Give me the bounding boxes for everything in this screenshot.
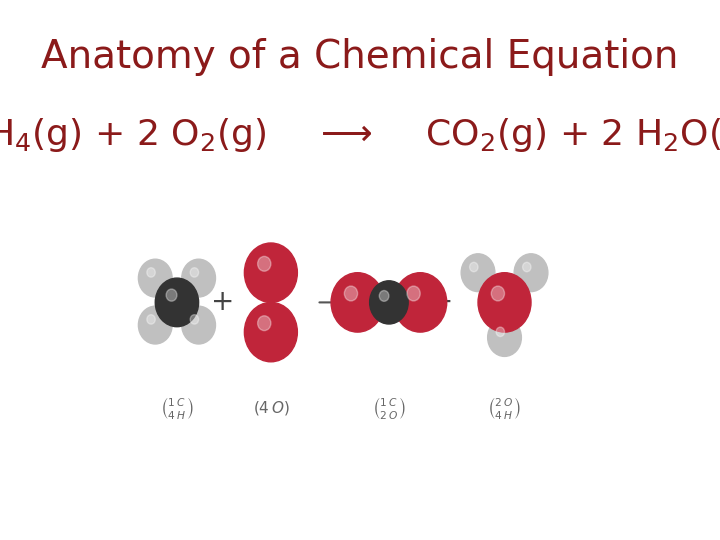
Circle shape bbox=[244, 302, 297, 362]
Circle shape bbox=[523, 262, 531, 272]
Circle shape bbox=[514, 254, 548, 292]
Circle shape bbox=[469, 262, 478, 272]
Circle shape bbox=[138, 259, 172, 297]
Text: CH$_4$(g) + 2 O$_2$(g)    $\longrightarrow$    CO$_2$(g) + 2 H$_2$O(g): CH$_4$(g) + 2 O$_2$(g) $\longrightarrow$… bbox=[0, 116, 720, 154]
Text: $\binom{1\,C}{4\,H}$: $\binom{1\,C}{4\,H}$ bbox=[160, 395, 194, 421]
Circle shape bbox=[258, 256, 271, 271]
Text: $\binom{1\,C}{2\,O}$: $\binom{1\,C}{2\,O}$ bbox=[372, 395, 406, 421]
Circle shape bbox=[156, 278, 199, 327]
Circle shape bbox=[331, 273, 384, 332]
Text: Anatomy of a Chemical Equation: Anatomy of a Chemical Equation bbox=[41, 38, 679, 76]
Circle shape bbox=[369, 281, 408, 324]
Circle shape bbox=[244, 243, 297, 302]
Text: +: + bbox=[431, 288, 454, 316]
Circle shape bbox=[496, 327, 505, 336]
Text: +: + bbox=[211, 288, 235, 316]
Circle shape bbox=[181, 306, 215, 344]
Circle shape bbox=[478, 273, 531, 332]
Circle shape bbox=[394, 273, 446, 332]
Circle shape bbox=[190, 315, 199, 324]
Circle shape bbox=[138, 306, 172, 344]
Circle shape bbox=[487, 319, 521, 356]
Circle shape bbox=[491, 286, 505, 301]
Circle shape bbox=[344, 286, 358, 301]
Circle shape bbox=[379, 291, 389, 301]
Circle shape bbox=[190, 268, 199, 277]
Circle shape bbox=[462, 254, 495, 292]
Circle shape bbox=[166, 289, 177, 301]
Circle shape bbox=[181, 259, 215, 297]
Circle shape bbox=[407, 286, 420, 301]
Circle shape bbox=[147, 268, 156, 277]
Text: $(4\,O)$: $(4\,O)$ bbox=[253, 399, 289, 417]
Circle shape bbox=[147, 315, 156, 324]
Text: $\binom{2\,O}{4\,H}$: $\binom{2\,O}{4\,H}$ bbox=[487, 395, 521, 421]
Circle shape bbox=[258, 316, 271, 330]
